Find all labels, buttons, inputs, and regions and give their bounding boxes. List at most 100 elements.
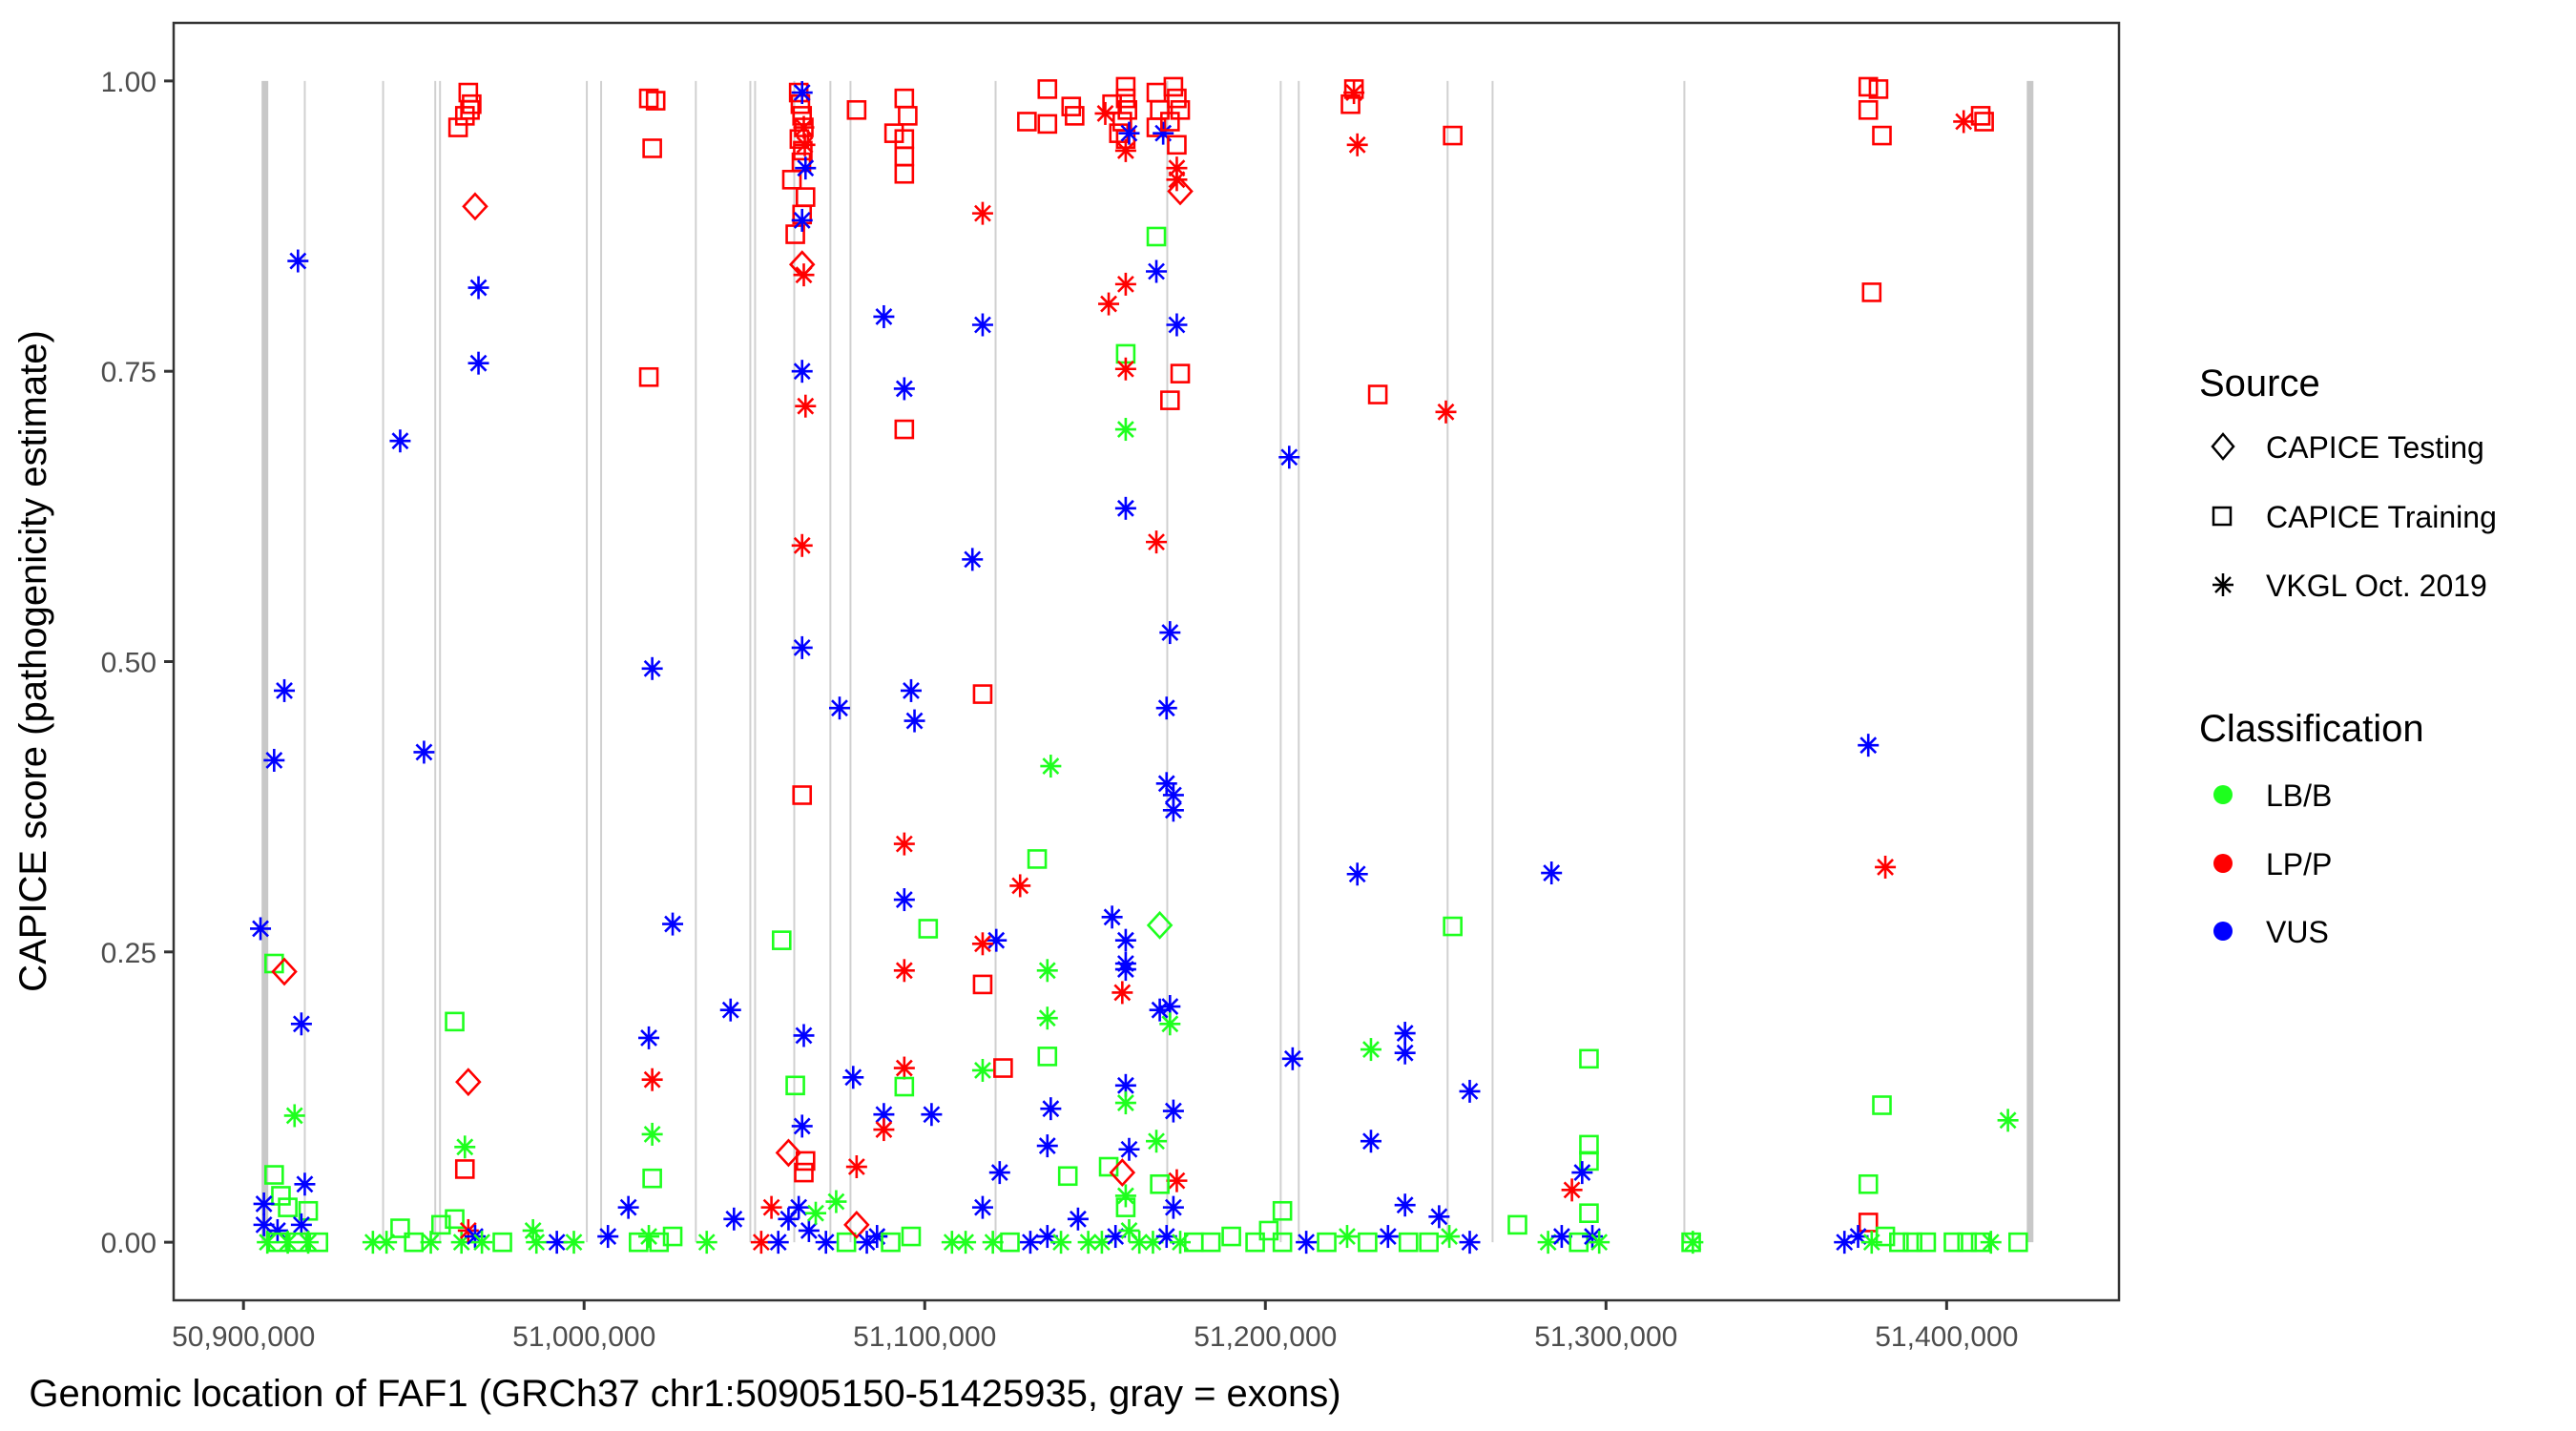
point-asterisk <box>982 1231 1004 1255</box>
point-square <box>846 99 867 120</box>
point-asterisk <box>263 748 285 772</box>
point-square <box>1579 1203 1599 1224</box>
point-asterisk <box>1336 1225 1358 1249</box>
point-asterisk <box>1571 1161 1593 1185</box>
x-tick-label: 51,100,000 <box>853 1321 996 1353</box>
point-asterisk <box>250 917 272 941</box>
point-asterisk <box>1162 1195 1184 1219</box>
point-square <box>1245 1232 1265 1253</box>
point-asterisk <box>798 1218 820 1242</box>
point-square <box>445 1209 465 1230</box>
x-axis: 50,900,000 51,000,000 51,100,000 51,200,000… <box>172 1300 2018 1353</box>
point-asterisk <box>873 304 895 328</box>
point-asterisk <box>662 912 684 936</box>
red-dot-icon <box>2213 854 2233 873</box>
point-asterisk <box>1346 133 1368 156</box>
point-asterisk <box>1114 928 1136 952</box>
point-asterisk <box>526 1231 548 1255</box>
point-asterisk <box>1682 1231 1704 1255</box>
point-asterisk <box>420 1231 442 1255</box>
point-asterisk <box>986 928 1008 952</box>
legend-classification: Classification LB/B LP/P VUS <box>2199 708 2424 949</box>
point-asterisk <box>805 1201 827 1225</box>
point-asterisk <box>1980 1231 2002 1255</box>
blue-dot-icon <box>2213 922 2233 941</box>
point-asterisk <box>904 709 925 733</box>
point-asterisk <box>1435 400 1457 424</box>
point-square <box>1272 1232 1293 1253</box>
point-asterisk <box>760 1195 782 1219</box>
point-square <box>1579 1048 1599 1069</box>
legend-item-capice-testing: CAPICE Testing <box>2211 430 2484 465</box>
point-asterisk <box>1541 861 1563 885</box>
point-asterisk <box>1114 357 1136 381</box>
point-square <box>993 1058 1013 1078</box>
data-points <box>250 76 2028 1255</box>
point-asterisk <box>791 1114 813 1138</box>
point-square <box>1902 1232 1922 1253</box>
point-asterisk <box>828 696 850 720</box>
point-asterisk <box>793 1024 815 1047</box>
point-asterisk <box>617 1195 639 1219</box>
point-asterisk <box>287 249 309 273</box>
point-square <box>881 1232 901 1253</box>
point-asterisk <box>893 959 915 983</box>
point-square <box>638 366 659 387</box>
y-axis-title: CAPICE score (pathogenicity estimate) <box>12 330 54 992</box>
point-square <box>454 1159 475 1179</box>
point-asterisk <box>298 1231 320 1255</box>
point-asterisk <box>1166 168 1188 192</box>
y-tick-label: 0.75 <box>101 357 156 388</box>
point-asterisk <box>791 208 813 232</box>
point-square <box>901 1226 922 1247</box>
legend-source: Source CAPICE Testing CAPICE Training VK… <box>2199 363 2497 603</box>
point-square <box>1861 282 1882 302</box>
point-square <box>1017 112 1037 132</box>
point-square <box>1398 1232 1419 1253</box>
point-asterisk <box>1858 734 1880 757</box>
point-asterisk <box>1111 981 1133 1005</box>
point-asterisk <box>1040 1097 1062 1121</box>
point-square <box>645 91 666 111</box>
point-square <box>1443 916 1463 937</box>
point-square <box>1858 76 1879 97</box>
point-square <box>918 919 939 939</box>
point-square <box>1943 1232 1963 1253</box>
point-square <box>794 1162 814 1183</box>
point-asterisk <box>1146 259 1168 283</box>
point-square <box>1317 1232 1337 1253</box>
point-asterisk <box>1394 1193 1416 1217</box>
point-asterisk <box>719 998 741 1022</box>
point-square <box>1443 125 1463 146</box>
point-square <box>1872 125 1892 146</box>
point-square <box>1146 117 1167 137</box>
legend-label: LB/B <box>2266 778 2332 813</box>
point-square <box>2008 1232 2028 1253</box>
point-asterisk <box>1155 772 1177 796</box>
point-square <box>662 1226 683 1247</box>
point-asterisk <box>1162 798 1184 822</box>
point-square <box>1419 1232 1439 1253</box>
point-square <box>1000 1232 1020 1253</box>
point-square <box>629 1232 649 1253</box>
point-square <box>1858 1213 1879 1233</box>
point-square <box>1358 1232 1378 1253</box>
point-square <box>642 1168 662 1189</box>
point-asterisk <box>1875 855 1897 879</box>
point-square <box>1027 849 1048 869</box>
point-asterisk <box>1428 1205 1450 1229</box>
legend-item-vkgl: VKGL Oct. 2019 <box>2212 569 2487 603</box>
y-axis: 0.00 0.25 0.50 0.75 1.00 <box>101 67 174 1259</box>
x-axis-title: Genomic location of FAF1 (GRCh37 chr1:50… <box>29 1373 1340 1415</box>
point-asterisk <box>971 1058 993 1082</box>
point-asterisk <box>1036 1134 1058 1158</box>
y-tick-label: 0.50 <box>101 648 156 679</box>
point-asterisk <box>389 429 411 453</box>
point-asterisk <box>791 635 813 659</box>
point-diamond <box>1167 176 1194 206</box>
point-asterisk <box>971 201 993 225</box>
point-asterisk <box>856 1231 878 1255</box>
point-square <box>264 1165 284 1185</box>
point-asterisk <box>641 1122 663 1146</box>
